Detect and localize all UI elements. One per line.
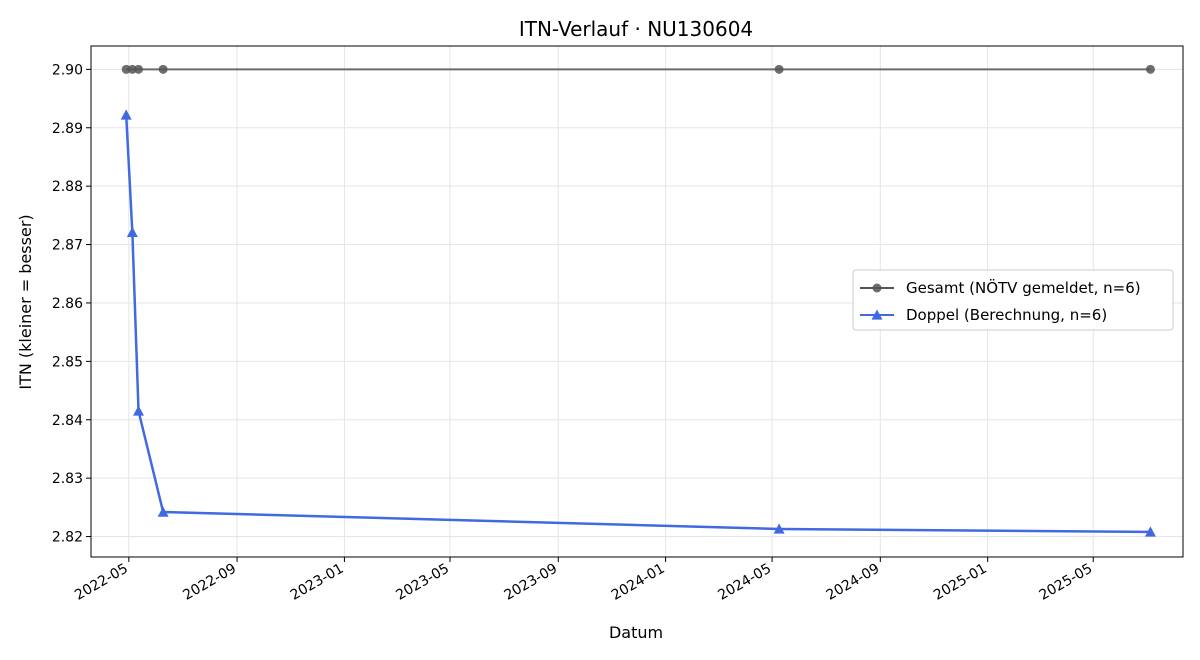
x-tick-label: 2022-09 xyxy=(180,561,239,604)
plot-frame xyxy=(90,45,1184,558)
y-tick-label: 2.83 xyxy=(52,471,83,487)
x-tick-label: 2022-05 xyxy=(72,561,131,604)
y-tick-label: 2.87 xyxy=(52,238,83,254)
data-point-circle xyxy=(158,64,168,74)
y-tick-label: 2.85 xyxy=(52,354,83,370)
data-point-circle xyxy=(127,64,137,74)
data-point-circle xyxy=(1145,64,1155,74)
data-point-triangle xyxy=(126,226,138,237)
data-point-triangle xyxy=(1144,526,1156,537)
y-tick-label: 2.86 xyxy=(52,296,83,312)
y-tick-label: 2.90 xyxy=(52,62,83,78)
legend-label: Gesamt (NÖTV gemeldet, n=6) xyxy=(906,278,1141,297)
y-axis-label: ITN (kleiner = besser) xyxy=(16,214,35,389)
data-point-circle xyxy=(134,64,144,74)
data-point-circle xyxy=(774,64,784,74)
legend: Gesamt (NÖTV gemeldet, n=6) Doppel (Berec… xyxy=(852,269,1174,331)
series-2 xyxy=(120,109,1156,537)
data-point-circle xyxy=(121,64,131,74)
y-tick-label: 2.84 xyxy=(52,413,83,429)
series-line xyxy=(124,114,1151,534)
legend-marker xyxy=(871,309,883,320)
x-tick-label: 2023-05 xyxy=(393,561,452,604)
data-point-triangle xyxy=(773,523,785,534)
data-point-triangle xyxy=(157,506,169,517)
series-layer xyxy=(120,64,1156,537)
y-tick-label: 2.88 xyxy=(52,179,83,195)
x-axis-label: Datum xyxy=(609,623,663,642)
legend-box xyxy=(852,269,1174,331)
data-point-triangle xyxy=(133,405,145,416)
legend-label: Doppel (Berechnung, n=6) xyxy=(906,306,1107,324)
data-point-triangle xyxy=(120,109,132,120)
x-tick-label: 2025-05 xyxy=(1037,561,1096,604)
y-tick-label: 2.89 xyxy=(52,121,83,137)
x-tick-label: 2023-01 xyxy=(288,561,347,604)
x-tick-label: 2024-05 xyxy=(715,561,774,604)
x-axis: 2022-05 2022-09 2023-01 2023-05 2023-09 2024-… xyxy=(72,557,1095,604)
legend-marker xyxy=(872,283,882,293)
series-1 xyxy=(121,64,1155,74)
chart-title: ITN-Verlauf · NU130604 xyxy=(519,17,753,41)
y-tick-label: 2.82 xyxy=(52,530,83,546)
y-axis: 2.82 2.83 2.84 2.85 2.86 2.87 2.88 2.89 2.90 xyxy=(52,62,91,546)
grid-lines xyxy=(91,46,1183,557)
x-tick-label: 2023-09 xyxy=(502,561,561,604)
x-tick-label: 2025-01 xyxy=(931,561,990,604)
x-tick-label: 2024-09 xyxy=(824,561,883,604)
x-tick-label: 2024-01 xyxy=(609,561,668,604)
